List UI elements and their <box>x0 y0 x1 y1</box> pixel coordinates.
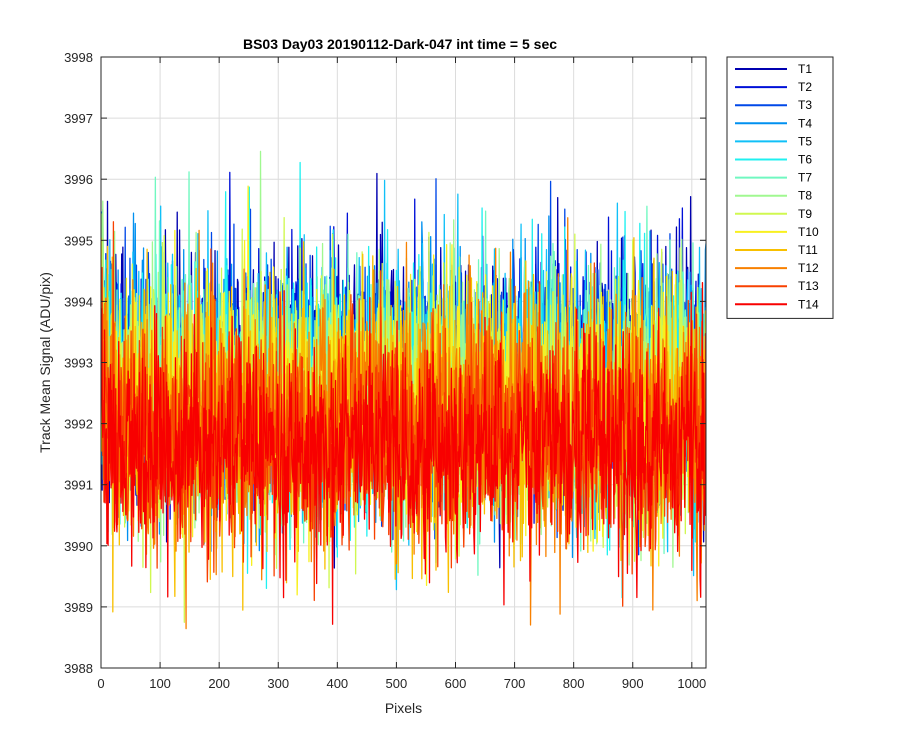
y-tick-label: 3993 <box>64 356 93 371</box>
legend-label: T6 <box>798 153 812 167</box>
legend-item-t3: T3 <box>735 98 812 112</box>
legend-item-t13: T13 <box>735 279 819 293</box>
y-tick-label: 3988 <box>64 661 93 676</box>
legend-item-t1: T1 <box>735 62 812 76</box>
y-tick-label: 3998 <box>64 50 93 65</box>
legend-label: T3 <box>798 98 812 112</box>
series-line-t14 <box>101 282 706 625</box>
y-tick-label: 3989 <box>64 600 93 615</box>
x-tick-label: 100 <box>149 676 171 691</box>
x-tick-label: 200 <box>208 676 230 691</box>
chart-title: BS03 Day03 20190112-Dark-047 int time = … <box>243 36 557 52</box>
legend-label: T8 <box>798 189 812 203</box>
y-axis-title: Track Mean Signal (ADU/pix) <box>37 272 53 453</box>
x-tick-label: 900 <box>622 676 644 691</box>
plot-area: 0 100 200 300 400 500 600 700 800 900 1000 3988 3989… <box>64 50 707 691</box>
legend-label: T12 <box>798 261 819 275</box>
x-tick-label: 300 <box>267 676 289 691</box>
legend: T1 T2 T3 T4 T5 T6 T7 T8 T9 T10 T11 T12 T13 T14 <box>726 56 834 319</box>
legend-label: T5 <box>798 134 812 148</box>
x-tick-label: 0 <box>97 676 104 691</box>
legend-item-t14: T14 <box>735 297 819 311</box>
legend-item-t4: T4 <box>735 116 812 130</box>
ticks: 0 100 200 300 400 500 600 700 800 900 1000 3988 3989… <box>64 50 706 691</box>
y-tick-label: 3994 <box>64 294 93 309</box>
legend-label: T9 <box>798 207 812 221</box>
y-tick-label: 3992 <box>64 417 93 432</box>
legend-item-t9: T9 <box>735 207 812 221</box>
x-axis-title: Pixels <box>385 700 422 716</box>
x-tick-label: 1000 <box>677 676 706 691</box>
legend-item-t5: T5 <box>735 134 812 148</box>
y-tick-label: 3991 <box>64 478 93 493</box>
legend-box <box>726 56 834 319</box>
legend-label: T14 <box>798 297 819 311</box>
legend-item-t7: T7 <box>735 171 812 185</box>
y-tick-label: 3996 <box>64 172 93 187</box>
x-tick-label: 500 <box>386 676 408 691</box>
legend-item-t2: T2 <box>735 80 812 94</box>
y-tick-label: 3995 <box>64 233 93 248</box>
legend-label: T10 <box>798 225 819 239</box>
y-tick-label: 3990 <box>64 539 93 554</box>
legend-label: T7 <box>798 171 812 185</box>
legend-label: T4 <box>798 116 812 130</box>
legend-item-t11: T11 <box>735 243 818 257</box>
legend-label: T11 <box>798 243 818 257</box>
x-tick-label: 600 <box>445 676 467 691</box>
series-lines <box>101 150 706 630</box>
legend-label: T1 <box>798 62 812 76</box>
legend-items: T1 T2 T3 T4 T5 T6 T7 T8 T9 T10 T11 T12 T13 T14 <box>735 62 819 311</box>
x-tick-label: 400 <box>326 676 348 691</box>
x-tick-label: 800 <box>563 676 585 691</box>
y-tick-label: 3997 <box>64 111 93 126</box>
legend-label: T13 <box>798 279 819 293</box>
legend-item-t10: T10 <box>735 225 819 239</box>
legend-item-t8: T8 <box>735 189 812 203</box>
legend-item-t6: T6 <box>735 153 812 167</box>
legend-label: T2 <box>798 80 812 94</box>
legend-item-t12: T12 <box>735 261 819 275</box>
x-tick-label: 700 <box>504 676 526 691</box>
